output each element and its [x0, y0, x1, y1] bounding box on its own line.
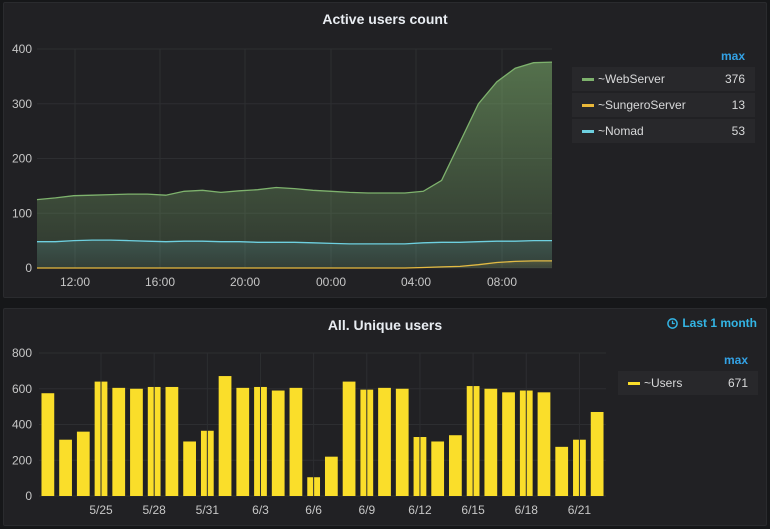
x-tick-label: 12:00 [60, 275, 90, 289]
legend-item[interactable]: ~SungeroServer 13 [572, 93, 755, 117]
x-tick-label: 04:00 [401, 275, 431, 289]
time-range-label: Last 1 month [682, 316, 757, 330]
x-tick-label: 6/18 [515, 503, 539, 517]
legend-series-name: ~WebServer [598, 72, 665, 86]
bar[interactable] [59, 439, 72, 496]
x-tick-label: 5/28 [142, 503, 166, 517]
x-tick-label: 6/9 [358, 503, 375, 517]
legend-max-header[interactable]: max [720, 49, 745, 63]
x-tick-label: 5/25 [89, 503, 113, 517]
legend-swatch [582, 103, 594, 107]
bar[interactable] [112, 387, 126, 496]
bar[interactable] [324, 456, 338, 496]
legend-series-name: ~SungeroServer [598, 98, 686, 112]
bar[interactable] [555, 446, 569, 496]
bar[interactable] [289, 387, 303, 496]
active-users-panel: Active users count 0 100 200 300 400 12:00 16:… [3, 2, 767, 298]
unique-users-legend: max ~Users 671 [618, 349, 758, 397]
y-tick-label: 300 [12, 97, 32, 111]
panel-title[interactable]: All. Unique users [327, 317, 443, 333]
x-tick-label: 6/21 [568, 503, 592, 517]
x-tick-label: 08:00 [487, 275, 517, 289]
legend-max-value: 53 [731, 124, 745, 138]
y-tick-label: 400 [12, 42, 32, 56]
time-range-button[interactable]: Last 1 month [667, 316, 757, 330]
legend-swatch [628, 381, 640, 385]
legend-swatch [582, 77, 594, 81]
legend-item[interactable]: ~Nomad 53 [572, 119, 755, 143]
bar[interactable] [76, 431, 90, 496]
x-tick-label: 6/12 [408, 503, 432, 517]
x-tick-label: 16:00 [145, 275, 175, 289]
legend-max-value: 13 [731, 98, 745, 112]
y-tick-label: 600 [12, 382, 32, 396]
bar[interactable] [236, 387, 250, 496]
active-users-chart: 0 100 200 300 400 12:00 16:00 20:00 00:00 04:00 08… [12, 42, 553, 289]
x-tick-label: 00:00 [316, 275, 346, 289]
bar[interactable] [41, 393, 55, 496]
legend-series-name: ~Users [644, 376, 683, 390]
legend-max-value: 376 [724, 72, 745, 86]
series-area-0 [37, 62, 552, 268]
x-tick-label: 5/31 [196, 503, 220, 517]
unique-users-panel: All. Unique users Last 1 month 0 200 400 60… [3, 308, 767, 526]
y-tick-label: 400 [12, 418, 32, 432]
bar[interactable] [378, 387, 391, 496]
active-users-legend: max ~WebServer 376 ~SungeroServer 13 ~Nomad 5… [572, 45, 755, 145]
bar[interactable] [431, 441, 445, 496]
x-tick-label: 6/3 [252, 503, 269, 517]
series-line-0 [36, 61, 553, 201]
series-area-2 [37, 240, 552, 268]
y-tick-label: 800 [12, 346, 32, 360]
bar[interactable] [537, 392, 551, 496]
y-tick-label: 0 [25, 489, 32, 503]
bar[interactable] [395, 388, 409, 496]
y-tick-label: 200 [12, 453, 32, 467]
unique-users-chart: 0 200 400 600 800 5/25 5/28 5/31 6/3 6/6 6/9 6/12 6/… [12, 346, 606, 517]
legend-series-name: ~Nomad [598, 124, 644, 138]
bar[interactable] [130, 388, 143, 496]
bar[interactable] [342, 381, 356, 496]
legend-item[interactable]: ~Users 671 [618, 371, 758, 395]
bar[interactable] [590, 411, 604, 496]
y-tick-label: 200 [12, 152, 32, 166]
x-tick-label: 6/6 [305, 503, 322, 517]
bar[interactable] [218, 376, 232, 496]
bar[interactable] [183, 441, 196, 496]
legend-swatch [582, 129, 594, 133]
bar[interactable] [484, 388, 498, 496]
bar[interactable] [502, 392, 515, 496]
x-tick-label: 20:00 [230, 275, 260, 289]
y-tick-label: 0 [25, 261, 32, 275]
legend-max-header[interactable]: max [723, 353, 748, 367]
clock-icon [667, 317, 679, 329]
bar[interactable] [449, 435, 462, 496]
bar[interactable] [271, 390, 285, 496]
bar[interactable] [165, 386, 179, 496]
legend-item[interactable]: ~WebServer 376 [572, 67, 755, 91]
y-tick-label: 100 [12, 206, 32, 220]
series-line-2 [37, 239, 552, 245]
panel-title[interactable]: Active users count [322, 11, 448, 27]
legend-max-value: 671 [727, 376, 748, 390]
x-tick-label: 6/15 [461, 503, 485, 517]
